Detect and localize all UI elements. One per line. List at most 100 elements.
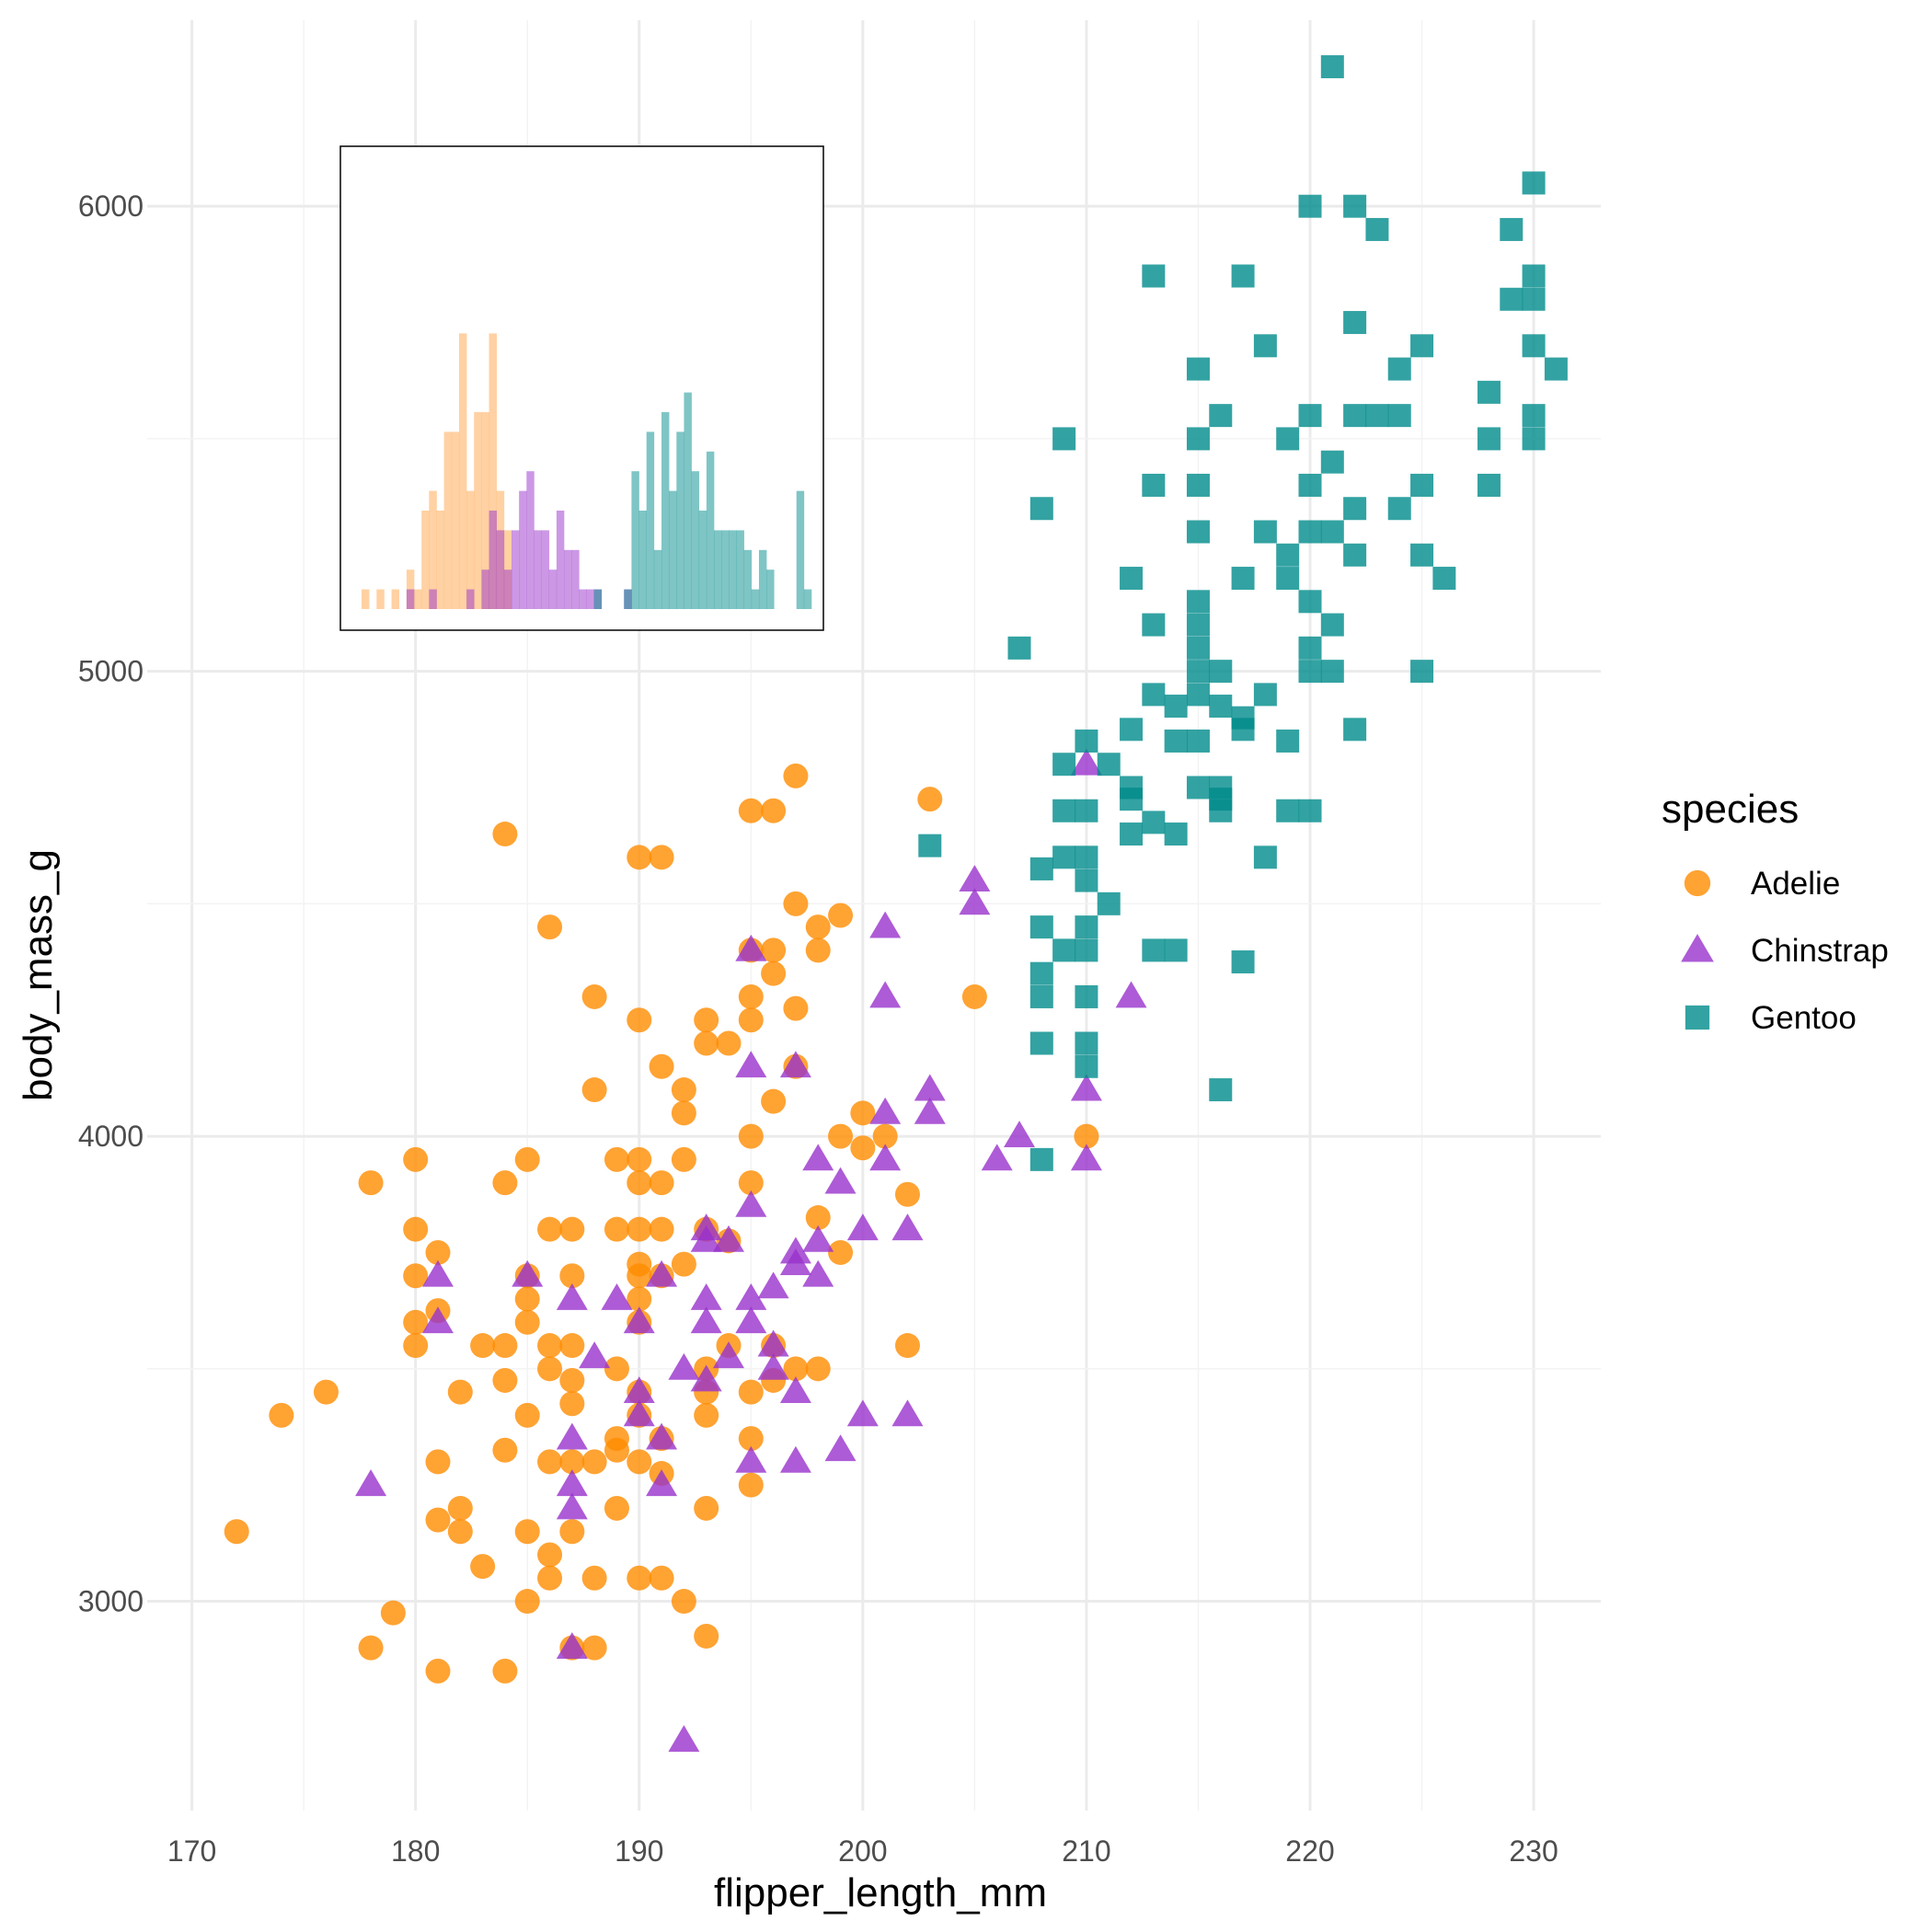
adelie-point [425, 1239, 451, 1265]
chinstrap-point [690, 1364, 722, 1392]
gentoo-point [1209, 660, 1233, 684]
chinstrap-point [668, 1352, 700, 1380]
gentoo-point [1142, 473, 1166, 497]
gentoo-hist-bar [729, 530, 737, 609]
gentoo-point [1387, 404, 1411, 428]
chinstrap-point [735, 1306, 767, 1334]
gentoo-hist-bar [646, 431, 655, 609]
adelie-point [358, 1170, 384, 1196]
adelie-point [492, 1170, 518, 1196]
gentoo-hist-bar [796, 490, 805, 609]
chinstrap-point [869, 1144, 902, 1171]
gentoo-point [1007, 636, 1031, 660]
gentoo-point [1231, 718, 1255, 742]
adelie-point [894, 1333, 920, 1359]
adelie-point [694, 1495, 719, 1521]
chinstrap-point [757, 1352, 789, 1380]
adelie-point [514, 1519, 540, 1545]
adelie-point [850, 1100, 876, 1126]
adelie-point [627, 1170, 652, 1196]
adelie-point [649, 1053, 674, 1079]
gentoo-point [1522, 404, 1546, 428]
chinstrap-point [556, 1422, 588, 1450]
chinstrap-point [869, 911, 902, 938]
gentoo-point [1298, 636, 1322, 660]
adelie-point [738, 1123, 764, 1149]
gentoo-point [1343, 497, 1367, 521]
adelie-point [671, 1589, 696, 1615]
adelie-point [403, 1146, 429, 1172]
adelie-point [961, 983, 987, 1009]
adelie-point [537, 1565, 563, 1591]
gentoo-point [1075, 938, 1098, 962]
adelie-point [627, 1286, 652, 1312]
gentoo-hist-bar [691, 471, 700, 609]
adelie-point [559, 1391, 585, 1417]
gentoo-point [1298, 473, 1322, 497]
chinstrap-point [623, 1376, 655, 1403]
adelie-point [604, 1495, 629, 1521]
gentoo-hist-bar [721, 530, 730, 609]
x-tick-label: 180 [391, 1834, 440, 1868]
gentoo-point [1029, 984, 1053, 1008]
chinstrap-hist-bar [564, 549, 572, 609]
adelie-hist-bar [421, 511, 430, 609]
chinstrap-hist-bar [579, 589, 587, 609]
inset-histogram [339, 145, 824, 631]
adelie-point [649, 1216, 674, 1242]
gentoo-hist-bar [684, 392, 692, 609]
adelie-point [425, 1507, 451, 1533]
gentoo-point [1097, 891, 1121, 915]
gentoo-point [1209, 799, 1233, 822]
adelie-point [537, 1216, 563, 1242]
adelie-point [671, 1251, 696, 1277]
gentoo-point [1298, 660, 1322, 684]
chinstrap-point [1070, 1074, 1102, 1101]
adelie-point [492, 1333, 518, 1359]
adelie-point [738, 1007, 764, 1033]
adelie-point [447, 1379, 473, 1405]
adelie-point [559, 1449, 585, 1475]
gentoo-point [1276, 799, 1300, 822]
gentoo-hist-bar [661, 412, 670, 609]
chinstrap-hist-bar [548, 569, 558, 609]
gentoo-hist-bar [698, 511, 707, 609]
chinstrap-point [601, 1283, 633, 1310]
adelie-point [694, 1007, 719, 1033]
adelie-point [514, 1402, 540, 1428]
chinstrap-point [802, 1259, 834, 1287]
adelie-point [269, 1402, 294, 1428]
gentoo-point [1276, 729, 1300, 753]
gentoo-hist-bar [706, 451, 715, 609]
adelie-point [627, 1565, 652, 1591]
adelie-point [649, 845, 674, 870]
chinstrap-point [757, 1329, 789, 1357]
adelie-hist-bar [451, 431, 460, 609]
chinstrap-point [869, 981, 902, 1008]
adelie-hist-bar [391, 589, 400, 609]
gentoo-point [1276, 543, 1300, 567]
chinstrap-point [779, 1051, 811, 1078]
adelie-point [581, 1077, 607, 1103]
gentoo-hist-bar [593, 589, 603, 609]
adelie-point [492, 1437, 518, 1463]
adelie-hist-bar [429, 490, 437, 609]
adelie-point [604, 1356, 629, 1382]
adelie-point [403, 1333, 429, 1359]
adelie-point [559, 1216, 585, 1242]
chinstrap-point [824, 1434, 857, 1462]
gentoo-hist-bar [624, 589, 632, 609]
adelie-point [537, 1542, 563, 1568]
gentoo-point [1209, 404, 1233, 428]
gentoo-point [1477, 473, 1501, 497]
chinstrap-point [713, 1225, 744, 1252]
adelie-point [627, 1263, 652, 1289]
y-tick-label: 5000 [78, 655, 144, 688]
adelie-point [581, 983, 607, 1009]
chinstrap-point [735, 934, 767, 961]
x-tick-label: 210 [1062, 1834, 1110, 1868]
gentoo-point [1075, 845, 1098, 869]
adelie-point [828, 1123, 854, 1149]
